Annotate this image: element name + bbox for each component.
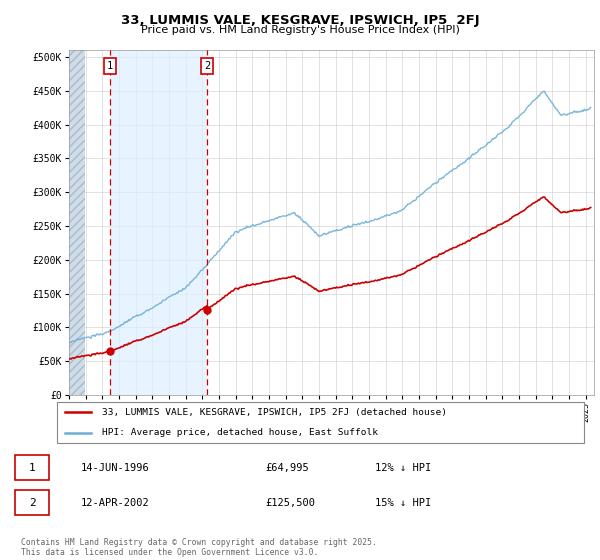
- Text: 1: 1: [29, 463, 35, 473]
- Bar: [110, 50, 207, 395]
- Text: 1: 1: [107, 61, 113, 71]
- Text: 2: 2: [204, 61, 210, 71]
- FancyBboxPatch shape: [15, 490, 49, 515]
- Text: 33, LUMMIS VALE, KESGRAVE, IPSWICH, IP5  2FJ: 33, LUMMIS VALE, KESGRAVE, IPSWICH, IP5 …: [121, 14, 479, 27]
- Text: 12% ↓ HPI: 12% ↓ HPI: [375, 463, 431, 473]
- Text: HPI: Average price, detached house, East Suffolk: HPI: Average price, detached house, East…: [102, 428, 378, 437]
- Text: 15% ↓ HPI: 15% ↓ HPI: [375, 498, 431, 507]
- Text: £64,995: £64,995: [265, 463, 309, 473]
- FancyBboxPatch shape: [15, 455, 49, 480]
- FancyBboxPatch shape: [56, 402, 584, 444]
- Text: Contains HM Land Registry data © Crown copyright and database right 2025.
This d: Contains HM Land Registry data © Crown c…: [21, 538, 377, 557]
- Text: 2: 2: [29, 498, 35, 507]
- Bar: [69, 50, 85, 395]
- Text: 33, LUMMIS VALE, KESGRAVE, IPSWICH, IP5 2FJ (detached house): 33, LUMMIS VALE, KESGRAVE, IPSWICH, IP5 …: [102, 408, 447, 417]
- Text: Price paid vs. HM Land Registry's House Price Index (HPI): Price paid vs. HM Land Registry's House …: [140, 25, 460, 35]
- Text: £125,500: £125,500: [265, 498, 316, 507]
- Text: 12-APR-2002: 12-APR-2002: [81, 498, 150, 507]
- Text: 14-JUN-1996: 14-JUN-1996: [81, 463, 150, 473]
